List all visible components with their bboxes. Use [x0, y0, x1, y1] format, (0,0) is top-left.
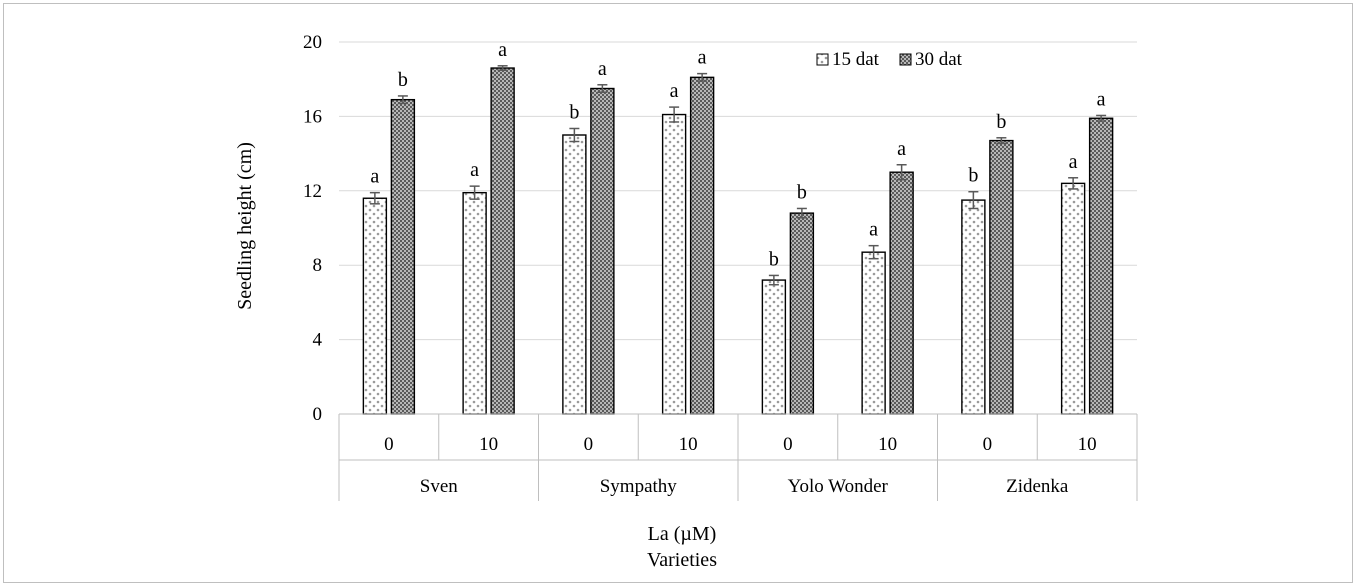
significance-letter: b: [398, 69, 408, 91]
x-tick-label: 10: [1078, 434, 1097, 455]
bar-30-dat: [390, 98, 416, 415]
x-tick-label: 10: [479, 434, 498, 455]
significance-letter: a: [869, 219, 878, 241]
bar-15-dat: [562, 134, 587, 415]
x-tick-label: 0: [584, 434, 594, 455]
x-tick-label: 10: [878, 434, 897, 455]
y-tick-label: 16: [303, 106, 322, 127]
x-tick-label: 0: [384, 434, 394, 455]
bar-30-dat: [590, 87, 615, 415]
bar-15-dat: [1060, 182, 1086, 415]
group-label: Sven: [420, 476, 459, 497]
y-tick-label: 0: [313, 404, 323, 425]
x-tick-label: 0: [983, 434, 993, 455]
significance-letter: a: [498, 39, 507, 61]
bar-30-dat: [989, 139, 1014, 415]
significance-letter: a: [598, 58, 607, 80]
gridlines: [339, 41, 1137, 341]
legend-label-15-dat: 15 dat: [832, 49, 880, 70]
bar-15-dat: [362, 197, 388, 415]
error-bars: [369, 65, 1107, 286]
significance-letter: b: [797, 181, 807, 203]
significance-letter: a: [370, 166, 379, 188]
bar-30-dat: [490, 67, 515, 415]
x-tick-label: 10: [679, 434, 698, 455]
group-label: Zidenka: [1006, 476, 1069, 497]
y-tick-label: 4: [313, 330, 323, 351]
significance-letter: a: [1097, 88, 1106, 110]
bar-15-dat: [462, 191, 487, 415]
significance-letter: a: [470, 159, 479, 181]
bar-15-dat: [661, 113, 687, 415]
significance-letter: a: [698, 47, 707, 69]
significance-letter: b: [968, 165, 978, 187]
bar-30-dat: [789, 212, 815, 415]
significance-letter: a: [1069, 151, 1078, 173]
significance-letter: a: [897, 138, 906, 160]
bar-15-dat: [761, 279, 787, 415]
legend-swatch-30-dat: [899, 53, 912, 66]
legend-label-30-dat: 30 dat: [915, 49, 963, 70]
legend: 15 dat 30 dat: [816, 49, 963, 70]
legend-swatch-15-dat: [816, 53, 829, 66]
bar-15-dat: [961, 199, 986, 415]
y-tick-label: 20: [303, 32, 322, 53]
group-label: Yolo Wonder: [788, 476, 889, 497]
y-axis-ticks: 0 4 8 12 16 20: [303, 32, 323, 425]
group-label: Sympathy: [600, 476, 678, 497]
significance-letter: b: [569, 101, 579, 123]
significance-letter: a: [670, 80, 679, 102]
significance-letter: b: [769, 248, 779, 270]
bar-30-dat: [1088, 117, 1114, 415]
bar-15-dat: [861, 251, 886, 415]
x-axis-label: La (µM): [648, 523, 717, 545]
y-tick-label: 8: [313, 255, 323, 276]
bar-30-dat: [689, 76, 715, 415]
y-axis-label: Seedling height (cm): [234, 142, 256, 310]
x-tick-label: 0: [783, 434, 793, 455]
significance-letter: b: [996, 111, 1006, 133]
y-tick-label: 12: [303, 181, 322, 202]
bar-30-dat: [889, 171, 914, 415]
x-axis-label-varieties: Varieties: [647, 549, 717, 571]
